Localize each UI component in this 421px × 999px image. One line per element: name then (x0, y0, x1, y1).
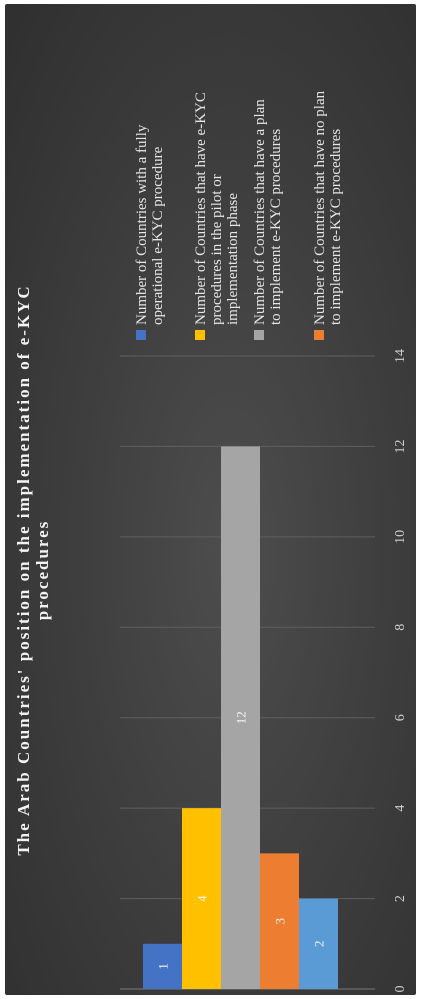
legend-entry: to implement e-KYC procedures (328, 129, 344, 325)
legend-entry: Number of Countries with a fully (134, 124, 150, 325)
legend-entry: procedures in the pilot or (209, 174, 225, 325)
chart-rotated-group: The Arab Countries' position on the impl… (14, 90, 408, 992)
chart-svg: The Arab Countries' position on the impl… (14, 90, 408, 992)
bar-value-label: 2 (312, 941, 327, 948)
bar-value-label: 3 (273, 918, 288, 925)
bar (182, 808, 221, 989)
tick-label: 12 (393, 439, 408, 453)
bar-value-label: 1 (156, 963, 171, 970)
tick-label: 14 (393, 349, 408, 363)
tick-label: 6 (393, 714, 408, 721)
bar-value-label: 12 (234, 711, 249, 724)
chart-frame: The Arab Countries' position on the impl… (5, 4, 416, 995)
legend-entry: implementation phase (225, 193, 241, 325)
bar (221, 446, 260, 989)
tick-label: 4 (393, 805, 408, 812)
chart-title-line: procedures (33, 520, 52, 621)
tick-label: 0 (393, 986, 408, 993)
legend-entry: Number of Countries that have a plan (252, 99, 268, 325)
tick-label: 2 (393, 895, 408, 902)
legend-swatch (314, 330, 324, 340)
tick-label: 10 (393, 530, 408, 544)
bar (299, 898, 338, 989)
chart-title: The Arab Countries' position on the impl… (14, 284, 52, 855)
legend-entry: Number of Countries that have e-KYC (193, 92, 209, 325)
legend-swatch (254, 330, 264, 340)
legend-entry: operational e-KYC procedure (150, 146, 166, 325)
tick-label: 8 (393, 624, 408, 631)
chart-title-line: The Arab Countries' position on the impl… (14, 284, 33, 855)
bar (143, 943, 182, 989)
legend-entry: Number of Countries that have no plan (312, 90, 328, 325)
legend-swatch (195, 330, 205, 340)
bar-value-label: 4 (195, 895, 210, 902)
legend-swatch (136, 330, 146, 340)
bar (260, 853, 299, 989)
legend-entry: to implement e-KYC procedures (268, 129, 284, 325)
